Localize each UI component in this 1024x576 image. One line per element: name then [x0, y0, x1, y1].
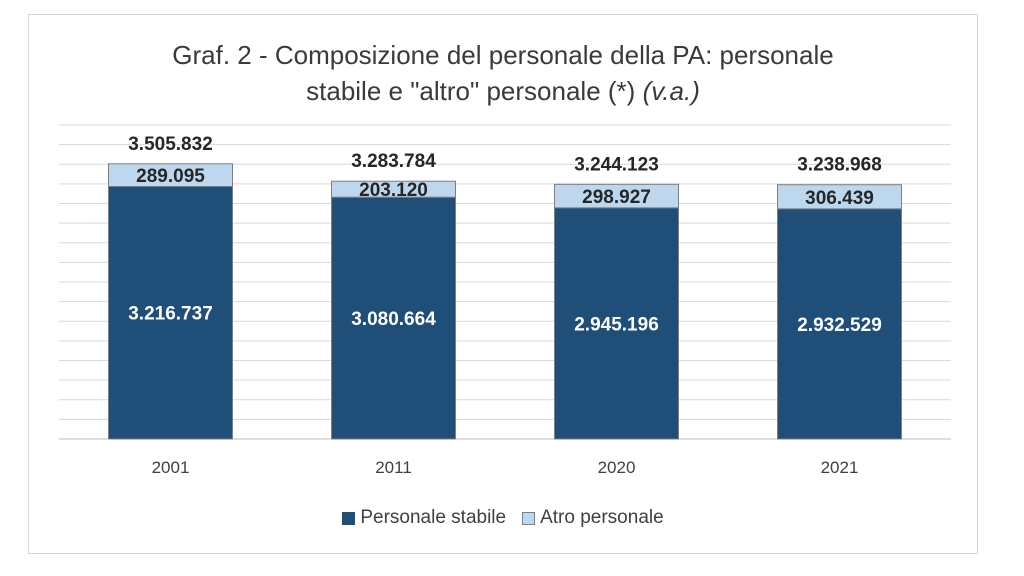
chart-title-line-2-text: stabile e "altro" personale (*)	[306, 76, 636, 106]
legend-item-altro-personale: Atro personale	[522, 507, 664, 529]
legend-item-personale-stabile: Personale stabile	[342, 507, 506, 529]
x-tick-label-2020: 2020	[598, 458, 636, 477]
bar-personale-stabile-2011	[331, 196, 456, 440]
bar-personale-stabile-2020	[554, 207, 679, 440]
data-label-stabile-2001: 3.216.737	[128, 304, 213, 325]
chart-frame: Graf. 2 - Composizione del personale del…	[28, 14, 978, 554]
data-label-altro-2020: 298.927	[582, 187, 651, 208]
legend-label: Personale stabile	[360, 507, 507, 528]
chart-title-line-2: stabile e "altro" personale (*) (v.a.)	[29, 73, 977, 109]
legend-swatch	[522, 511, 536, 525]
bar-personale-stabile-2001	[108, 185, 233, 440]
data-label-altro-2001: 289.095	[136, 166, 205, 187]
data-label-stabile-2021: 2.932.529	[797, 315, 882, 336]
total-label-2020: 3.244.123	[574, 154, 659, 175]
chart-title: Graf. 2 - Composizione del personale del…	[29, 37, 977, 109]
bar-altro-personale-2021	[777, 184, 902, 210]
bar-altro-personale-2020	[554, 183, 679, 209]
x-tick-label-2021: 2021	[821, 458, 859, 477]
data-label-altro-2011: 203.120	[359, 180, 428, 201]
legend-swatch	[342, 511, 356, 525]
data-label-altro-2021: 306.439	[805, 188, 874, 209]
chart-title-unit: (v.a.)	[642, 76, 700, 106]
chart-title-line-1: Graf. 2 - Composizione del personale del…	[172, 40, 834, 70]
x-tick-label-2001: 2001	[152, 458, 190, 477]
bar-altro-personale-2001	[108, 163, 233, 187]
chart-plot: 3.216.737 289.095 3.505.832 2001 3.080.664 20…	[59, 124, 951, 477]
data-label-stabile-2011: 3.080.664	[351, 309, 436, 330]
bar-personale-stabile-2021	[777, 208, 902, 440]
total-label-2011: 3.283.784	[351, 151, 436, 172]
bar-altro-personale-2011	[331, 180, 456, 198]
chart-legend: Personale stabile Atro personale	[29, 507, 977, 529]
total-label-2021: 3.238.968	[797, 155, 882, 176]
legend-label: Atro personale	[540, 507, 664, 528]
x-tick-label-2011: 2011	[375, 458, 412, 477]
total-label-2001: 3.505.832	[128, 134, 213, 155]
data-label-stabile-2020: 2.945.196	[574, 314, 659, 335]
